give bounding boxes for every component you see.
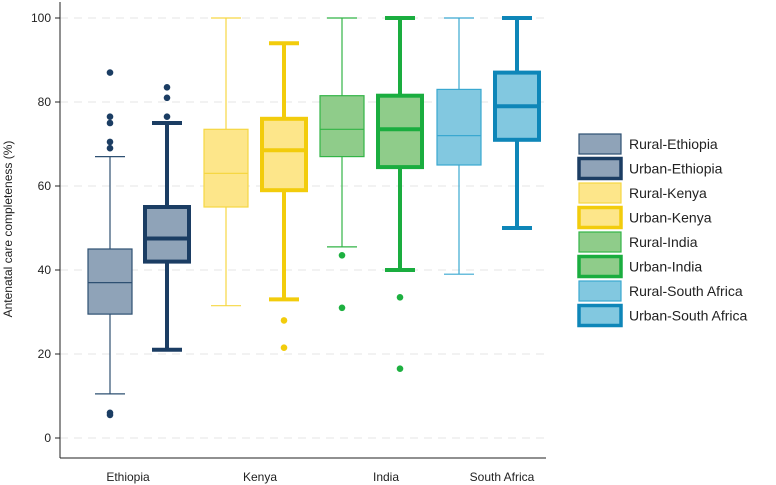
legend-swatch: [577, 205, 623, 230]
grid-lines: [60, 17, 546, 439]
legend-swatch: [577, 156, 623, 181]
legend: Rural-Ethiopia Urban-Ethiopia Rural-Kenya U…: [577, 133, 747, 328]
box-rural-south-africa: [436, 17, 482, 275]
iqr-box: [436, 88, 482, 166]
legend-label: Urban-India: [629, 259, 702, 275]
iqr-box: [260, 116, 308, 193]
x-tick-label-south-africa: South Africa: [470, 470, 535, 484]
iqr-box: [376, 93, 424, 170]
y-tick-label: 0: [44, 431, 51, 445]
outlier-point: [163, 113, 171, 120]
x-tick-label-kenya: Kenya: [243, 470, 277, 484]
outlier-point: [163, 84, 171, 91]
legend-label: Rural-South Africa: [629, 283, 743, 299]
outlier-point: [106, 119, 114, 127]
outlier-point: [106, 69, 114, 76]
outlier-point: [106, 144, 114, 152]
outlier-point: [106, 113, 114, 120]
outlier-point: [338, 252, 346, 259]
outlier-point: [396, 365, 404, 373]
legend-swatch: [577, 303, 623, 328]
legend-item-urban-india: Urban-India: [577, 254, 702, 279]
legend-item-urban-ethiopia: Urban-Ethiopia: [577, 156, 723, 181]
legend-label: Urban-Ethiopia: [629, 161, 723, 177]
legend-swatch: [578, 182, 622, 204]
legend-label: Rural-Kenya: [629, 185, 707, 201]
y-tick-label: 20: [38, 347, 52, 361]
y-tick-label: 100: [31, 11, 51, 25]
box-rural-india: [319, 17, 365, 312]
outlier-point: [163, 94, 171, 102]
legend-label: Rural-India: [629, 234, 698, 250]
y-axis-label: Antenatal care completeness (%): [1, 141, 15, 318]
legend-label: Urban-Kenya: [629, 210, 712, 226]
outlier-point: [280, 317, 288, 324]
legend-swatch: [578, 280, 622, 302]
legend-item-rural-ethiopia: Rural-Ethiopia: [578, 133, 718, 155]
outlier-point: [106, 138, 114, 146]
box-urban-ethiopia: [143, 84, 191, 352]
box-plots: [87, 16, 541, 419]
y-tick-label: 60: [38, 179, 52, 193]
outlier-point: [106, 411, 114, 419]
x-ticks: Ethiopia Kenya India South Africa: [106, 470, 534, 484]
legend-swatch: [577, 254, 623, 279]
legend-label: Rural-Ethiopia: [629, 136, 718, 152]
legend-swatch: [578, 133, 622, 155]
iqr-box: [203, 128, 249, 208]
y-tick-label: 80: [38, 95, 52, 109]
outlier-point: [338, 304, 346, 312]
legend-item-rural-south-africa: Rural-South Africa: [578, 280, 743, 302]
box-rural-ethiopia: [87, 69, 133, 419]
box-urban-kenya: [260, 41, 308, 352]
outlier-point: [280, 344, 288, 352]
legend-item-rural-india: Rural-India: [578, 231, 698, 253]
legend-label: Urban-South Africa: [629, 308, 747, 324]
outlier-point: [396, 294, 404, 301]
legend-item-urban-south-africa: Urban-South Africa: [577, 303, 747, 328]
x-tick-label-india: India: [373, 470, 399, 484]
box-urban-india: [376, 16, 424, 373]
legend-item-rural-kenya: Rural-Kenya: [578, 182, 707, 204]
box-rural-kenya: [203, 17, 249, 307]
legend-swatch: [578, 231, 622, 253]
legend-item-urban-kenya: Urban-Kenya: [577, 205, 712, 230]
y-tick-label: 40: [38, 263, 52, 277]
axes: [59, 2, 546, 459]
iqr-box: [87, 248, 133, 315]
iqr-box: [143, 205, 191, 264]
iqr-box: [319, 95, 365, 158]
y-ticks: 0 20 40 60 80 100: [31, 11, 60, 445]
x-tick-label-ethiopia: Ethiopia: [106, 470, 150, 484]
box-urban-south-africa: [493, 16, 541, 230]
